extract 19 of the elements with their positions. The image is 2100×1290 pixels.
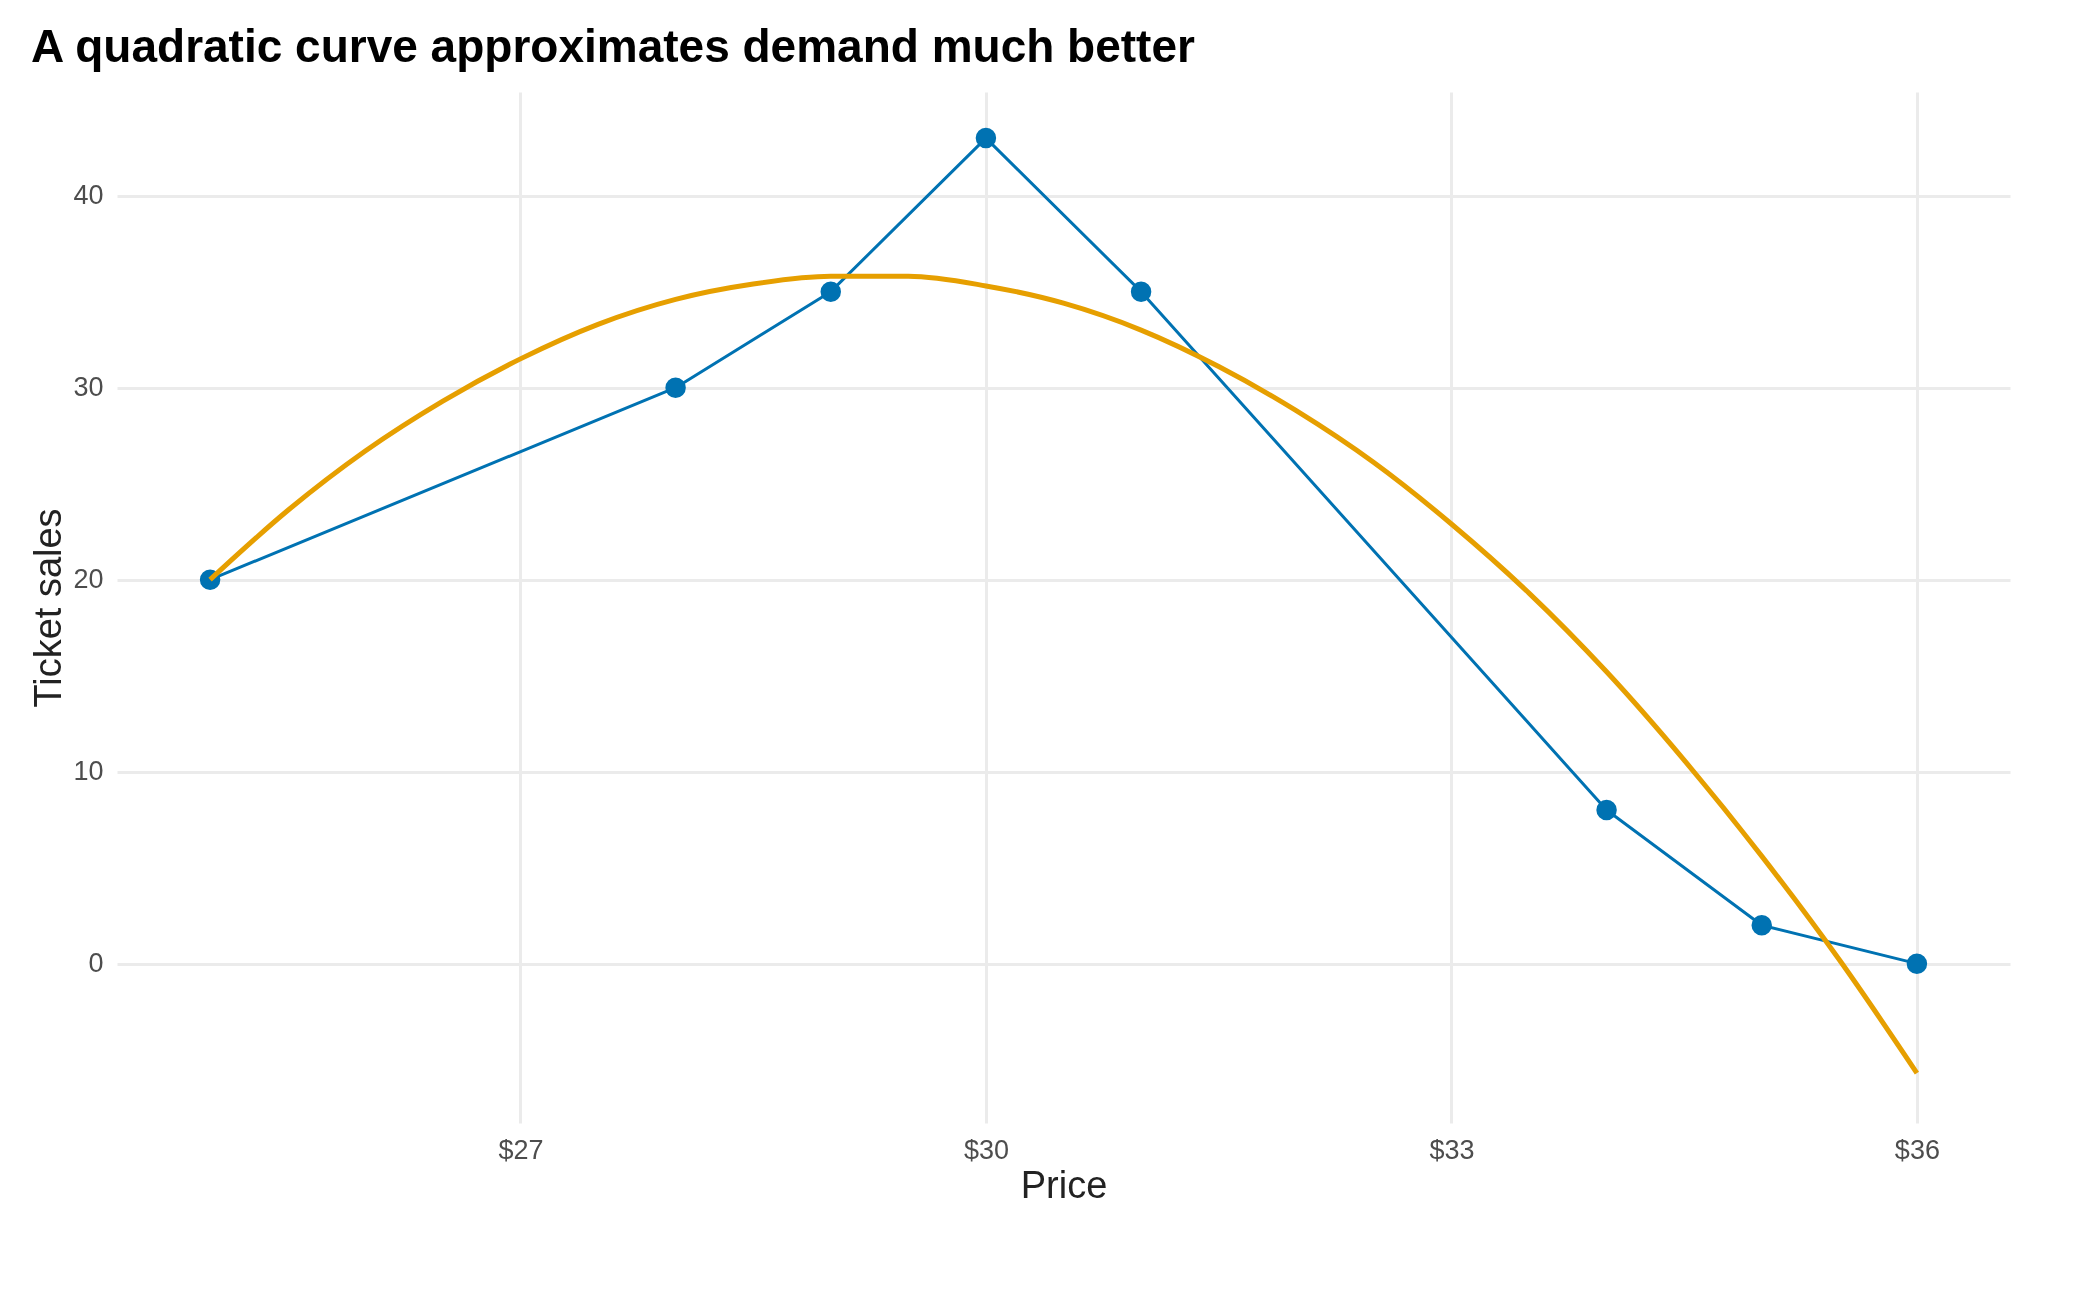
- point: [820, 281, 841, 302]
- y-tick-label: 40: [73, 180, 104, 211]
- x-tick-label: $33: [1429, 1134, 1475, 1165]
- chart-title: A quadratic curve approximates demand much better: [30, 20, 1196, 72]
- y-tick-label: 0: [88, 948, 104, 979]
- point: [665, 377, 686, 398]
- x-tick-label: $27: [498, 1134, 544, 1165]
- y-tick-label: 30: [73, 372, 104, 403]
- y-axis-title: Ticket sales: [27, 508, 70, 708]
- y-tick-label: 20: [73, 564, 104, 595]
- x-tick-label: $30: [963, 1134, 1009, 1165]
- point: [1596, 799, 1617, 821]
- x-tick-label: $36: [1894, 1134, 1940, 1165]
- point: [975, 127, 997, 149]
- x-axis-title: Price: [1020, 1163, 1108, 1206]
- point: [1906, 953, 1928, 974]
- point: [1751, 915, 1772, 936]
- point: [1130, 281, 1152, 302]
- y-tick-label: 10: [73, 756, 104, 787]
